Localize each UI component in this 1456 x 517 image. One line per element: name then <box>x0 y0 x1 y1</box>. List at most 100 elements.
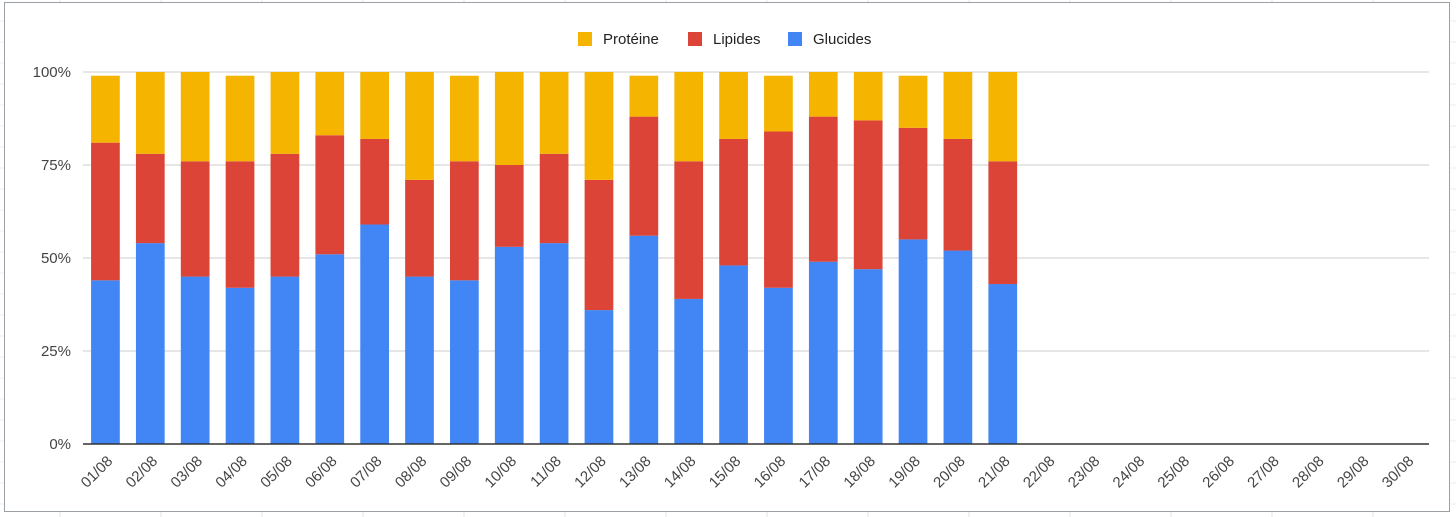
x-tick-label: 06/08 <box>302 453 341 492</box>
x-tick-label: 30/08 <box>1379 453 1418 492</box>
x-tick-label: 23/08 <box>1065 453 1104 492</box>
bar-segment-protéine[interactable] <box>225 75 255 162</box>
bar-segment-lipides[interactable] <box>405 179 434 277</box>
x-tick-label: 19/08 <box>885 453 924 492</box>
bar-segment-lipides[interactable] <box>135 153 165 244</box>
legend-item-lipides[interactable]: Lipides <box>688 31 761 48</box>
x-tick-label: 29/08 <box>1334 453 1373 492</box>
bar-segment-protéine[interactable] <box>629 75 659 117</box>
x-tick-label: 03/08 <box>167 453 206 492</box>
x-tick-label: 17/08 <box>796 453 835 492</box>
bar-segment-protéine[interactable] <box>584 72 614 180</box>
x-tick-label: 21/08 <box>975 453 1014 492</box>
bar-segment-lipides[interactable] <box>853 120 883 270</box>
bar-segment-protéine[interactable] <box>180 72 210 162</box>
bar-segment-glucides[interactable] <box>450 280 479 444</box>
x-tick-label: 13/08 <box>616 453 655 492</box>
bar-segment-glucides[interactable] <box>808 261 838 444</box>
x-tick-label: 14/08 <box>661 453 700 492</box>
x-tick-label: 20/08 <box>930 453 969 492</box>
bar-segment-glucides[interactable] <box>135 243 165 444</box>
bar-segment-glucides[interactable] <box>360 224 389 444</box>
x-tick-label: 10/08 <box>481 453 520 492</box>
bar-segment-glucides[interactable] <box>225 287 255 444</box>
x-tick-label: 15/08 <box>706 453 745 492</box>
y-tick-label: 50% <box>41 250 71 267</box>
y-tick-label: 100% <box>33 64 71 81</box>
bar-segment-lipides[interactable] <box>629 116 659 236</box>
x-tick-label: 08/08 <box>392 453 431 492</box>
legend-swatch <box>578 32 592 46</box>
x-tick-label: 05/08 <box>257 453 296 492</box>
bar-segment-glucides[interactable] <box>539 243 569 444</box>
x-tick-label: 24/08 <box>1110 453 1149 492</box>
bar-segment-lipides[interactable] <box>943 138 973 251</box>
bar-segment-protéine[interactable] <box>764 75 793 132</box>
bar-segment-lipides[interactable] <box>494 165 524 247</box>
bar-segment-glucides[interactable] <box>988 284 1018 444</box>
legend-swatch <box>688 32 702 46</box>
bar-segment-protéine[interactable] <box>674 72 704 162</box>
bar-segment-protéine[interactable] <box>405 72 434 180</box>
bar-segment-protéine[interactable] <box>494 72 524 165</box>
x-tick-label: 12/08 <box>571 453 610 492</box>
bar-segment-lipides[interactable] <box>315 135 345 255</box>
bar-segment-lipides[interactable] <box>539 153 569 244</box>
bar-segment-lipides[interactable] <box>450 161 479 281</box>
bar-segment-protéine[interactable] <box>91 75 120 143</box>
bar-segment-lipides[interactable] <box>719 138 748 266</box>
y-tick-label: 75% <box>41 157 71 174</box>
bar-segment-glucides[interactable] <box>270 276 300 444</box>
x-tick-label: 07/08 <box>347 453 386 492</box>
bar-segment-lipides[interactable] <box>988 161 1018 285</box>
bar-segment-glucides[interactable] <box>898 239 928 444</box>
legend-swatch <box>788 32 802 46</box>
bar-segment-glucides[interactable] <box>719 265 748 444</box>
bar-segment-glucides[interactable] <box>943 250 973 444</box>
bar-segment-glucides[interactable] <box>584 310 614 444</box>
bar-segment-protéine[interactable] <box>360 72 389 139</box>
bar-segment-glucides[interactable] <box>764 287 793 444</box>
legend-item-glucides[interactable]: Glucides <box>788 31 871 48</box>
bar-segment-glucides[interactable] <box>405 276 434 444</box>
x-tick-label: 04/08 <box>212 453 251 492</box>
bar-segment-glucides[interactable] <box>629 235 659 444</box>
x-tick-label: 02/08 <box>123 453 162 492</box>
bar-segment-protéine[interactable] <box>315 72 345 136</box>
bar-segment-lipides[interactable] <box>764 131 793 288</box>
bar-segment-lipides[interactable] <box>225 161 255 288</box>
bar-segment-protéine[interactable] <box>943 72 973 139</box>
bar-segment-lipides[interactable] <box>584 179 614 311</box>
bar-segment-glucides[interactable] <box>853 269 883 444</box>
bar-segment-glucides[interactable] <box>180 276 210 444</box>
bar-segment-protéine[interactable] <box>270 72 300 154</box>
legend-item-protéine[interactable]: Protéine <box>578 31 659 48</box>
bar-segment-glucides[interactable] <box>315 254 345 444</box>
x-tick-label: 09/08 <box>437 453 476 492</box>
bar-segment-glucides[interactable] <box>674 298 704 444</box>
bar-segment-protéine[interactable] <box>808 72 838 117</box>
bar-segment-lipides[interactable] <box>898 127 928 240</box>
bar-segment-glucides[interactable] <box>91 280 120 444</box>
x-tick-label: 16/08 <box>751 453 790 492</box>
legend[interactable]: Protéine Lipides Glucides <box>578 31 871 48</box>
bar-segment-lipides[interactable] <box>360 138 389 225</box>
chart-container[interactable]: 0% 25% 50% 75% 100% 01/08 02/08 03/08 04/08 05/0… <box>4 2 1450 512</box>
x-tick-label: 27/08 <box>1244 453 1283 492</box>
bar-segment-protéine[interactable] <box>719 72 748 139</box>
bar-segment-protéine[interactable] <box>988 72 1018 162</box>
bar-segment-lipides[interactable] <box>808 116 838 262</box>
bars <box>91 72 1018 444</box>
x-tick-label: 25/08 <box>1154 453 1193 492</box>
bar-segment-protéine[interactable] <box>898 75 928 128</box>
bar-segment-lipides[interactable] <box>674 161 704 299</box>
bar-segment-lipides[interactable] <box>91 142 120 281</box>
bar-segment-glucides[interactable] <box>494 246 524 444</box>
bar-segment-protéine[interactable] <box>853 72 883 121</box>
bar-segment-protéine[interactable] <box>539 72 569 154</box>
x-axis-ticks: 01/08 02/08 03/08 04/08 05/08 06/08 07/08 08/08… <box>78 453 1418 492</box>
bar-segment-protéine[interactable] <box>135 72 165 154</box>
bar-segment-lipides[interactable] <box>270 153 300 277</box>
bar-segment-protéine[interactable] <box>450 75 479 162</box>
bar-segment-lipides[interactable] <box>180 161 210 277</box>
